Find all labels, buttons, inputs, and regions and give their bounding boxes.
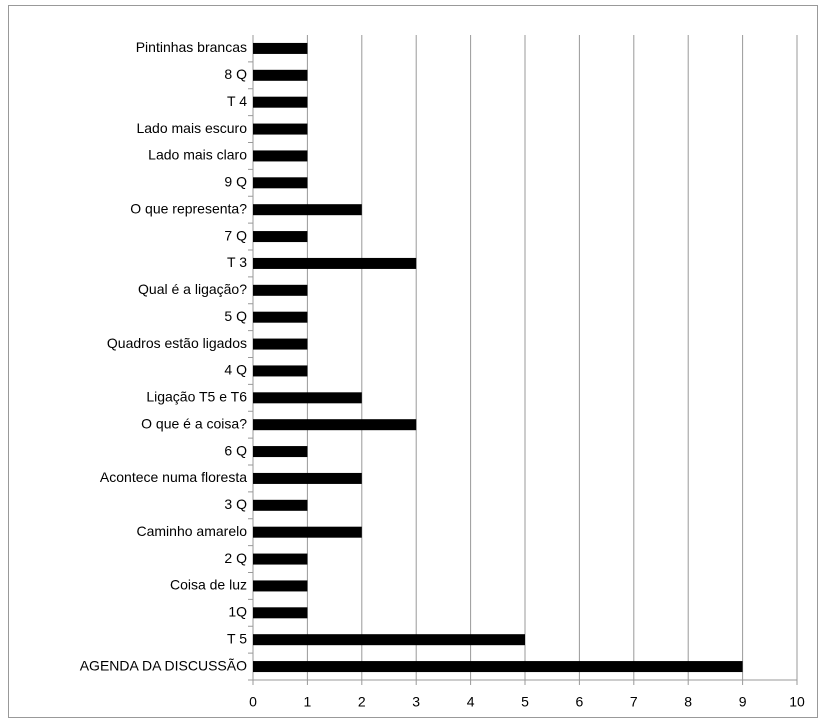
y-tick-label: 5 Q (224, 308, 247, 324)
bar (253, 499, 308, 511)
y-tick-label: O que representa? (130, 200, 247, 216)
y-tick-label: 6 Q (224, 442, 247, 458)
x-tick-label: 4 (467, 694, 475, 710)
bar (253, 123, 308, 135)
y-tick-label: 1Q (228, 604, 247, 620)
x-tick-label: 10 (789, 694, 805, 710)
y-tick-label: Pintinhas brancas (136, 39, 247, 55)
bar (253, 338, 308, 350)
bar (253, 311, 308, 323)
y-tick-label: Caminho amarelo (137, 523, 248, 539)
x-tick-label: 0 (249, 694, 257, 710)
bar (253, 419, 417, 431)
y-tick-label: AGENDA DA DISCUSSÃO (80, 657, 247, 673)
y-tick-label: 3 Q (224, 496, 247, 512)
y-tick-label: Lado mais escuro (136, 120, 247, 136)
bar (253, 284, 308, 296)
y-tick-label: 7 Q (224, 227, 247, 243)
chart-border (8, 5, 818, 718)
bar (253, 634, 525, 646)
bar (253, 580, 308, 592)
y-tick-label: O que é a coisa? (141, 415, 247, 431)
y-tick-label: T 4 (227, 93, 247, 109)
y-tick-label: T 5 (227, 630, 247, 646)
bar (253, 150, 308, 162)
y-tick-label: 2 Q (224, 550, 247, 566)
y-tick-label: Ligação T5 e T6 (146, 389, 247, 405)
y-tick-label: T 3 (227, 254, 247, 270)
y-tick-label: Acontece numa floresta (100, 469, 247, 485)
bar (253, 231, 308, 243)
bar (253, 472, 362, 484)
x-tick-label: 7 (630, 694, 638, 710)
bar (253, 392, 362, 404)
bar (253, 446, 308, 458)
bar (253, 526, 362, 538)
bar (253, 661, 743, 673)
bar (253, 204, 362, 216)
y-tick-label: Coisa de luz (170, 577, 247, 593)
x-tick-label: 1 (304, 694, 312, 710)
x-tick-label: 2 (358, 694, 366, 710)
y-tick-label: 9 Q (224, 174, 247, 190)
bar (253, 257, 417, 269)
y-tick-label: Quadros estão ligados (107, 335, 247, 351)
x-tick-label: 5 (521, 694, 529, 710)
bar (253, 607, 308, 619)
bar (253, 177, 308, 189)
bar (253, 553, 308, 565)
bar (253, 69, 308, 81)
x-tick-label: 6 (576, 694, 584, 710)
y-tick-label: 8 Q (224, 66, 247, 82)
x-tick-label: 9 (739, 694, 747, 710)
bar (253, 42, 308, 54)
x-tick-label: 3 (412, 694, 420, 710)
bar (253, 96, 308, 108)
y-tick-label: 4 Q (224, 362, 247, 378)
y-tick-label: Lado mais claro (148, 147, 247, 163)
bar (253, 365, 308, 377)
y-tick-label: Qual é a ligação? (138, 281, 247, 297)
x-tick-label: 8 (684, 694, 692, 710)
